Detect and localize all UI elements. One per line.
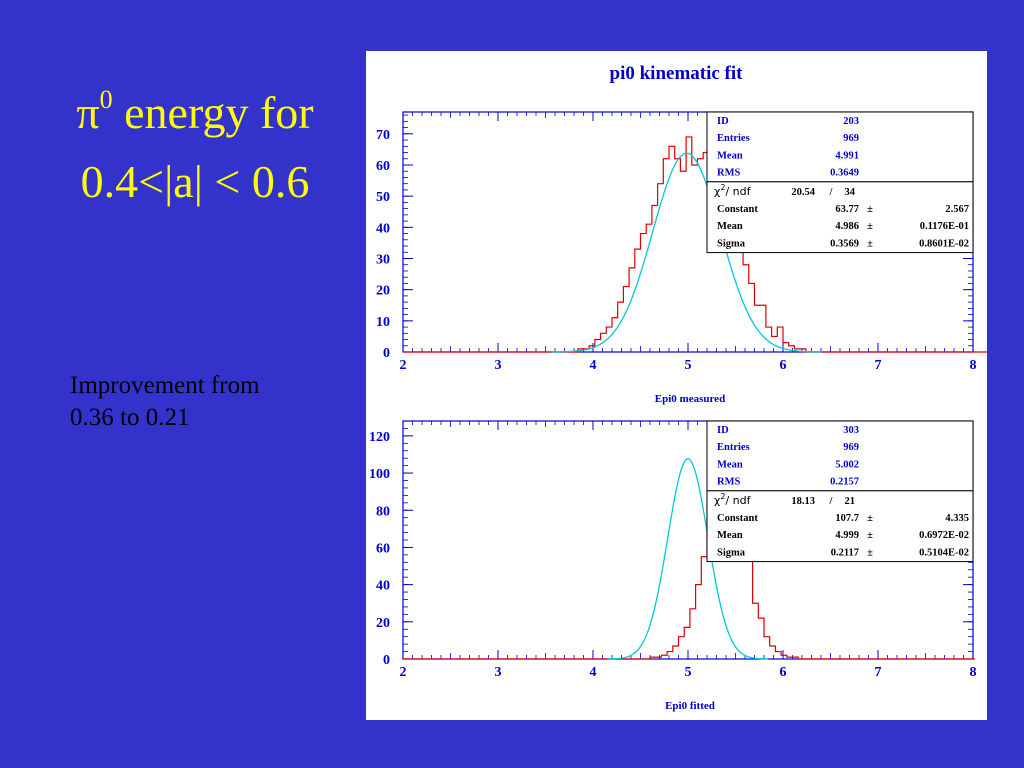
x-tick-label: 4 [590,665,597,680]
stats-box-upper [706,111,974,183]
y-tick-label: 20 [376,284,390,299]
stats-value: 0.3649 [830,168,859,179]
stats-label: RMS [717,168,740,179]
x-tick-label: 5 [685,665,692,680]
stats-value: 0.2157 [830,477,859,488]
chart-title: pi0 kinematic fit [610,63,744,84]
fit-param-label: Mean [717,221,743,232]
gaussian-fit-curve [551,152,822,353]
fit-param-label: Constant [717,513,758,524]
fit-param-error: 2.567 [945,204,969,215]
fit-param-error: 0.6972E-02 [919,530,969,541]
stats-box-upper [706,420,974,492]
y-tick-label: 120 [369,430,390,445]
x-tick-label: 7 [875,665,882,680]
x-tick-label: 3 [495,358,502,373]
stats-box: ID 203 Entries 969 Mean 4.991 RMS 0.3649 χ2/ ndf… [706,111,974,254]
y-tick-label: 70 [376,128,390,143]
x-tick-label: 3 [495,665,502,680]
chi2-value: 20.54 [791,187,815,198]
stats-value: 203 [843,116,859,127]
x-tick-label: 2 [400,358,407,373]
fit-param-label: Constant [717,204,758,215]
x-tick-label: 8 [970,358,977,373]
fit-param-error: 0.1176E-01 [920,221,969,232]
x-tick-label: 6 [780,665,787,680]
x-tick-label: 5 [685,358,692,373]
fit-param-error: 0.8601E-02 [919,238,969,249]
chi2-ndf-label: χ2/ ndf [714,492,752,507]
fit-param-value: 107.7 [835,513,859,524]
y-tick-label: 30 [376,252,390,267]
pi-superscript: 0 [99,85,113,114]
stats-value: 5.002 [835,459,859,470]
slide-title: π0 energy for 0.4<|a| < 0.6 [30,78,360,216]
plus-minus-sign: ± [867,530,873,541]
stats-label: Mean [717,459,743,470]
stats-label: RMS [717,477,740,488]
fit-param-label: Sigma [717,238,746,249]
stats-value: 303 [843,425,859,436]
figure-panel: pi0 kinematic fit 2 3 4 5 6 7 8 0 10 20 30 40 50 60 70 E… [366,51,987,720]
plus-minus-sign: ± [867,238,873,249]
y-tick-label: 60 [376,159,390,174]
stats-label: ID [717,425,729,436]
stats-box-fit [706,490,974,563]
y-tick-label: 50 [376,190,390,205]
stats-label: ID [717,116,729,127]
title-text-line2: 0.4<|a| < 0.6 [80,156,310,207]
stats-value: 969 [843,442,859,453]
ndf-value: 34 [845,187,856,198]
chi2-value: 18.13 [791,496,815,507]
fit-param-error: 0.5104E-02 [919,547,969,558]
fit-param-label: Sigma [717,547,746,558]
title-text-line1: energy for [112,87,314,138]
fit-param-value: 4.986 [835,221,859,232]
y-tick-label: 40 [376,579,390,594]
y-tick-label: 60 [376,541,390,556]
fit-param-value: 0.3569 [830,238,859,249]
x-tick-label: 8 [970,665,977,680]
x-tick-label: 2 [400,665,407,680]
x-axis-label: Epi0 measured [655,393,725,405]
chi2-ndf-label: χ2/ ndf [714,183,752,198]
y-tick-label: 40 [376,221,390,236]
x-tick-label: 7 [875,358,882,373]
x-axis-label: Epi0 fitted [665,700,715,712]
y-tick-label: 20 [376,616,390,631]
fit-param-label: Mean [717,530,743,541]
y-tick-label: 100 [369,467,390,482]
y-tick-label: 80 [376,504,390,519]
stats-value: 4.991 [835,150,859,161]
fit-param-error: 4.335 [945,513,969,524]
y-tick-label: 10 [376,315,390,330]
stats-label: Entries [717,133,750,144]
fit-param-value: 4.999 [835,530,859,541]
gaussian-fit-curve [607,458,769,660]
y-tick-label: 0 [383,346,390,361]
fit-param-value: 63.77 [835,204,859,215]
stats-box-fit [706,181,974,254]
x-tick-label: 4 [590,358,597,373]
ndf-value: 21 [845,496,856,507]
stats-value: 969 [843,133,859,144]
stats-label: Entries [717,442,750,453]
stats-box: ID 303 Entries 969 Mean 5.002 RMS 0.2157 χ2/ ndf… [706,420,974,563]
chi2-slash: / [829,496,834,507]
plus-minus-sign: ± [867,204,873,215]
y-tick-label: 0 [383,653,390,668]
plus-minus-sign: ± [867,513,873,524]
fit-param-value: 0.2117 [831,547,859,558]
histogram-series [403,444,975,660]
improvement-note: Improvement from 0.36 to 0.21 [70,372,260,431]
plus-minus-sign: ± [867,221,873,232]
plus-minus-sign: ± [867,547,873,558]
chi2-slash: / [829,187,834,198]
stats-label: Mean [717,150,743,161]
pi-symbol: π [76,87,100,138]
x-tick-label: 6 [780,358,787,373]
